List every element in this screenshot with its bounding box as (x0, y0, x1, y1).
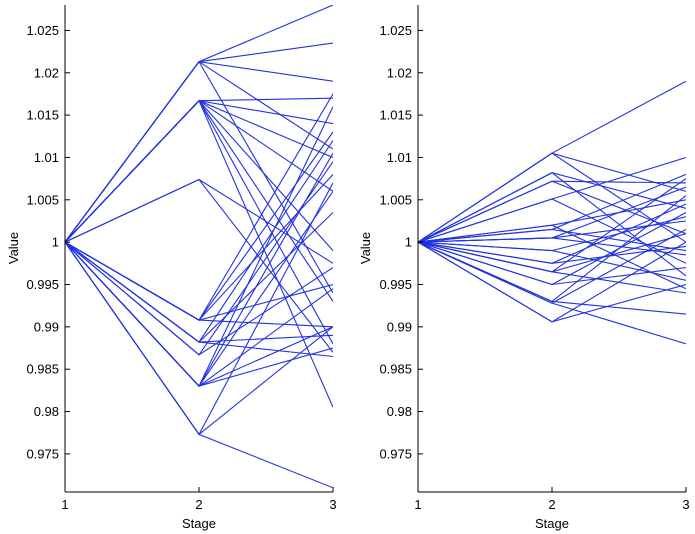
x-axis-label: Stage (535, 516, 569, 531)
x-tick-label: 1 (414, 497, 421, 512)
series-line-20 (65, 241, 333, 328)
x-tick-label: 3 (682, 497, 689, 512)
series-line-15 (65, 178, 333, 353)
y-tick-label: 1 (405, 235, 412, 250)
y-tick-label: 1.005 (379, 192, 412, 207)
x-axis-label: Stage (182, 516, 216, 531)
y-tick-label: 1.02 (34, 65, 59, 80)
series-line-11 (418, 224, 686, 290)
y-tick-label: 1.015 (379, 108, 412, 123)
series-line-5 (65, 60, 333, 294)
y-tick-label: 0.985 (379, 362, 412, 377)
series-line-29 (418, 241, 686, 345)
series-line-7 (418, 180, 686, 243)
y-tick-label: 1.025 (379, 23, 412, 38)
series-line-9 (418, 198, 686, 264)
y-tick-label: 1.025 (26, 23, 59, 38)
y-tick-label: 1.015 (26, 108, 59, 123)
y-tick-label: 0.985 (26, 362, 59, 377)
series-line-32 (65, 241, 333, 387)
y-tick-label: 1 (52, 235, 59, 250)
chart-panel-right: Value Stage 0.975 0.98 0.985 0.99 0.995 1 1.00… (358, 5, 690, 531)
series-line-24 (65, 241, 333, 358)
series-line-13 (65, 99, 333, 408)
y-tick-label: 0.99 (34, 319, 59, 334)
y-tick-label: 0.98 (387, 404, 412, 419)
series-line-13 (418, 228, 686, 252)
x-tick-label: 3 (329, 497, 336, 512)
series-line-3 (418, 152, 686, 243)
y-tick-label: 0.98 (34, 404, 59, 419)
series-line-35 (65, 241, 333, 489)
series-line-18 (418, 241, 686, 281)
chart-panel-left: Value Stage 0.975 0.98 0.985 0.99 0.995 1 1.00… (6, 5, 337, 531)
y-tick-label: 0.975 (26, 446, 59, 461)
x-tick-label: 2 (548, 497, 555, 512)
y-tick-label: 1.005 (26, 192, 59, 207)
series-group (65, 5, 333, 489)
series-line-26 (65, 241, 333, 356)
y-tick-label: 1.01 (34, 150, 59, 165)
y-tick-label: 0.995 (379, 277, 412, 292)
x-tick-label: 1 (61, 497, 68, 512)
series-line-23 (418, 241, 686, 294)
y-tick-label: 0.975 (379, 446, 412, 461)
y-tick-label: 1.02 (387, 65, 412, 80)
series-line-31 (418, 241, 686, 323)
series-group (418, 80, 686, 345)
series-line-20 (418, 241, 686, 264)
y-tick-label: 1.01 (387, 150, 412, 165)
y-axis-label: Value (358, 232, 373, 264)
y-axis-label: Value (6, 232, 21, 264)
x-tick-label: 2 (195, 497, 202, 512)
series-line-16 (418, 237, 686, 256)
y-tick-label: 0.995 (26, 277, 59, 292)
y-tick-label: 0.99 (387, 319, 412, 334)
series-line-25 (418, 241, 686, 286)
